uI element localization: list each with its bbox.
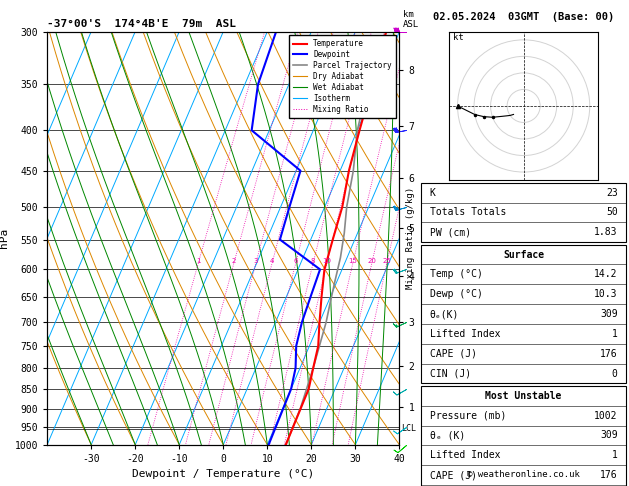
Text: 1002: 1002 bbox=[594, 411, 618, 420]
Text: 1.83: 1.83 bbox=[594, 227, 618, 237]
Text: 1: 1 bbox=[612, 451, 618, 460]
Text: 176: 176 bbox=[600, 470, 618, 480]
Text: 02.05.2024  03GMT  (Base: 00): 02.05.2024 03GMT (Base: 00) bbox=[433, 12, 615, 22]
Text: 15: 15 bbox=[348, 258, 357, 263]
Text: 23: 23 bbox=[606, 188, 618, 198]
Text: θₑ(K): θₑ(K) bbox=[430, 309, 459, 319]
Text: CIN (J): CIN (J) bbox=[430, 368, 470, 379]
Text: Pressure (mb): Pressure (mb) bbox=[430, 411, 506, 420]
Text: km
ASL: km ASL bbox=[403, 10, 419, 29]
Text: Dewp (°C): Dewp (°C) bbox=[430, 289, 482, 299]
Text: 10.3: 10.3 bbox=[594, 289, 618, 299]
Text: Temp (°C): Temp (°C) bbox=[430, 269, 482, 279]
Text: 6: 6 bbox=[293, 258, 298, 263]
Text: CAPE (J): CAPE (J) bbox=[430, 470, 477, 480]
Text: 309: 309 bbox=[600, 309, 618, 319]
Text: 8: 8 bbox=[311, 258, 315, 263]
Text: 14.2: 14.2 bbox=[594, 269, 618, 279]
Text: 20: 20 bbox=[367, 258, 376, 263]
Y-axis label: hPa: hPa bbox=[0, 228, 9, 248]
Text: 3: 3 bbox=[253, 258, 258, 263]
Text: 10: 10 bbox=[322, 258, 331, 263]
Text: PW (cm): PW (cm) bbox=[430, 227, 470, 237]
Text: LCL: LCL bbox=[401, 424, 416, 434]
Text: kt: kt bbox=[453, 33, 464, 42]
Text: 50: 50 bbox=[606, 208, 618, 217]
Text: Mixing Ratio (g/kg): Mixing Ratio (g/kg) bbox=[406, 187, 415, 289]
Text: θₑ (K): θₑ (K) bbox=[430, 431, 465, 440]
Text: -37°00'S  174°4B'E  79m  ASL: -37°00'S 174°4B'E 79m ASL bbox=[47, 19, 236, 30]
Text: K: K bbox=[430, 188, 435, 198]
Text: 176: 176 bbox=[600, 349, 618, 359]
Text: 1: 1 bbox=[612, 329, 618, 339]
Text: Most Unstable: Most Unstable bbox=[486, 391, 562, 401]
Text: 2: 2 bbox=[231, 258, 236, 263]
Legend: Temperature, Dewpoint, Parcel Trajectory, Dry Adiabat, Wet Adiabat, Isotherm, Mi: Temperature, Dewpoint, Parcel Trajectory… bbox=[289, 35, 396, 118]
Text: Lifted Index: Lifted Index bbox=[430, 451, 500, 460]
Text: CAPE (J): CAPE (J) bbox=[430, 349, 477, 359]
Text: 1: 1 bbox=[196, 258, 201, 263]
Text: 25: 25 bbox=[382, 258, 391, 263]
X-axis label: Dewpoint / Temperature (°C): Dewpoint / Temperature (°C) bbox=[132, 469, 314, 479]
Text: Lifted Index: Lifted Index bbox=[430, 329, 500, 339]
Text: Totals Totals: Totals Totals bbox=[430, 208, 506, 217]
Text: Surface: Surface bbox=[503, 250, 544, 260]
Text: 4: 4 bbox=[270, 258, 274, 263]
Text: © weatheronline.co.uk: © weatheronline.co.uk bbox=[467, 469, 580, 479]
Text: 0: 0 bbox=[612, 368, 618, 379]
Text: 309: 309 bbox=[600, 431, 618, 440]
